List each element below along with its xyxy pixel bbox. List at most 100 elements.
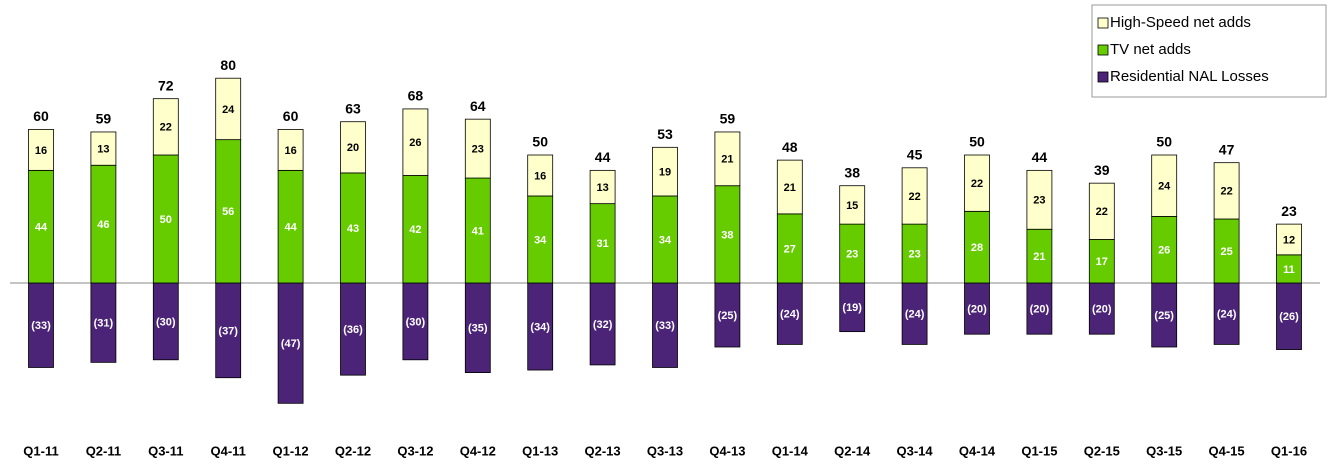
bar-segment: [652, 195, 678, 284]
total-label: 50: [532, 134, 548, 150]
total-label: 80: [220, 57, 236, 73]
bar-segment: [901, 167, 928, 225]
bar-segment: [714, 185, 741, 284]
bar-segment: [402, 282, 429, 361]
data-label: 23: [472, 144, 484, 156]
bar-segment: [589, 282, 616, 366]
data-label: 38: [721, 229, 733, 241]
bar-segment: [402, 108, 429, 176]
bar-segment: [1026, 228, 1053, 284]
data-label: (30): [156, 316, 176, 328]
data-label: (20): [1092, 304, 1112, 316]
bar-segment: [652, 282, 678, 368]
data-label: 27: [784, 243, 796, 255]
data-label: 12: [1283, 234, 1295, 246]
x-tick-label: Q1-13: [522, 443, 558, 458]
bar-segment: [90, 164, 117, 284]
x-tick-label: Q4-15: [1209, 443, 1245, 458]
bar-segment: [527, 195, 554, 284]
data-label: 56: [222, 206, 234, 218]
bar-segment: [964, 282, 990, 335]
total-label: 60: [283, 108, 299, 124]
bar-segment: [90, 131, 117, 166]
data-label: 21: [721, 154, 733, 166]
data-label: 24: [1158, 181, 1171, 193]
legend-swatch: [1097, 17, 1109, 29]
bar-segment: [1276, 223, 1302, 256]
data-label: 16: [35, 145, 47, 157]
total-label: 38: [844, 164, 860, 180]
data-label: 19: [659, 167, 671, 179]
bar-segment: [152, 282, 179, 361]
data-label: 34: [659, 234, 672, 246]
bar-segment: [1026, 169, 1053, 230]
data-label: 22: [908, 191, 920, 203]
bar-segment: [340, 172, 366, 284]
x-tick-label: Q3-15: [1146, 443, 1182, 458]
data-label: (47): [281, 338, 301, 350]
x-tick-label: Q2-15: [1084, 443, 1120, 458]
x-tick-label: Q2-13: [585, 443, 621, 458]
bar-segment: [1276, 282, 1302, 350]
total-label: 47: [1219, 141, 1235, 157]
data-label: 23: [1033, 195, 1045, 207]
data-label: 31: [596, 238, 608, 250]
total-label: 72: [158, 77, 174, 93]
data-label: 24: [222, 104, 235, 116]
total-label: 45: [907, 147, 923, 163]
data-label: (24): [780, 309, 800, 321]
x-tick-label: Q2-12: [335, 443, 371, 458]
legend-label: TV net adds: [1110, 41, 1191, 58]
legend-label: Residential NAL Losses: [1110, 68, 1269, 85]
bar-segment: [527, 154, 554, 197]
data-label: (32): [593, 319, 613, 331]
data-label: (35): [468, 323, 488, 335]
bar-segment: [28, 128, 54, 171]
data-label: (36): [343, 324, 363, 336]
data-label: 21: [784, 182, 796, 194]
total-label: 59: [720, 111, 736, 127]
bar-segment: [28, 282, 54, 368]
bar-segment: [464, 118, 491, 179]
total-label: 60: [33, 108, 49, 124]
x-tick-label: Q3-12: [397, 443, 433, 458]
bar-segment: [1213, 282, 1240, 345]
data-label: (30): [406, 316, 426, 328]
data-label: 25: [1220, 246, 1232, 258]
x-tick-label: Q3-14: [897, 443, 934, 458]
x-tick-label: Q1-14: [772, 443, 809, 458]
data-label: 11: [1283, 264, 1295, 276]
total-label: 39: [1094, 162, 1110, 178]
data-label: 26: [409, 137, 421, 149]
data-label: 16: [534, 170, 546, 182]
x-tick-label: Q3-11: [148, 443, 183, 458]
data-label: 23: [846, 248, 858, 260]
bar-segment: [464, 282, 491, 373]
x-tick-label: Q2-11: [86, 443, 121, 458]
bar-segment: [1088, 182, 1115, 240]
bar-segment: [277, 169, 304, 284]
data-label: 44: [35, 222, 48, 234]
data-label: 13: [97, 144, 109, 156]
bar-segment: [652, 146, 678, 197]
total-label: 63: [345, 100, 361, 116]
data-label: (20): [967, 304, 987, 316]
total-label: 23: [1281, 203, 1297, 219]
bar-segment: [277, 282, 304, 404]
data-label: 34: [534, 234, 547, 246]
data-label: (25): [1154, 310, 1174, 322]
total-label: 59: [96, 111, 112, 127]
data-label: (19): [842, 302, 862, 314]
data-label: (33): [31, 320, 51, 332]
total-label: 48: [782, 139, 798, 155]
bar-segment: [90, 282, 117, 363]
data-label: 22: [1220, 186, 1232, 198]
data-label: 21: [1033, 251, 1045, 263]
bar-segment: [1088, 239, 1115, 284]
bar-segment: [402, 175, 429, 284]
data-label: 46: [97, 219, 109, 231]
bar-segment: [839, 223, 866, 284]
bar-segment: [277, 128, 304, 171]
x-tick-label: Q1-15: [1021, 443, 1057, 458]
